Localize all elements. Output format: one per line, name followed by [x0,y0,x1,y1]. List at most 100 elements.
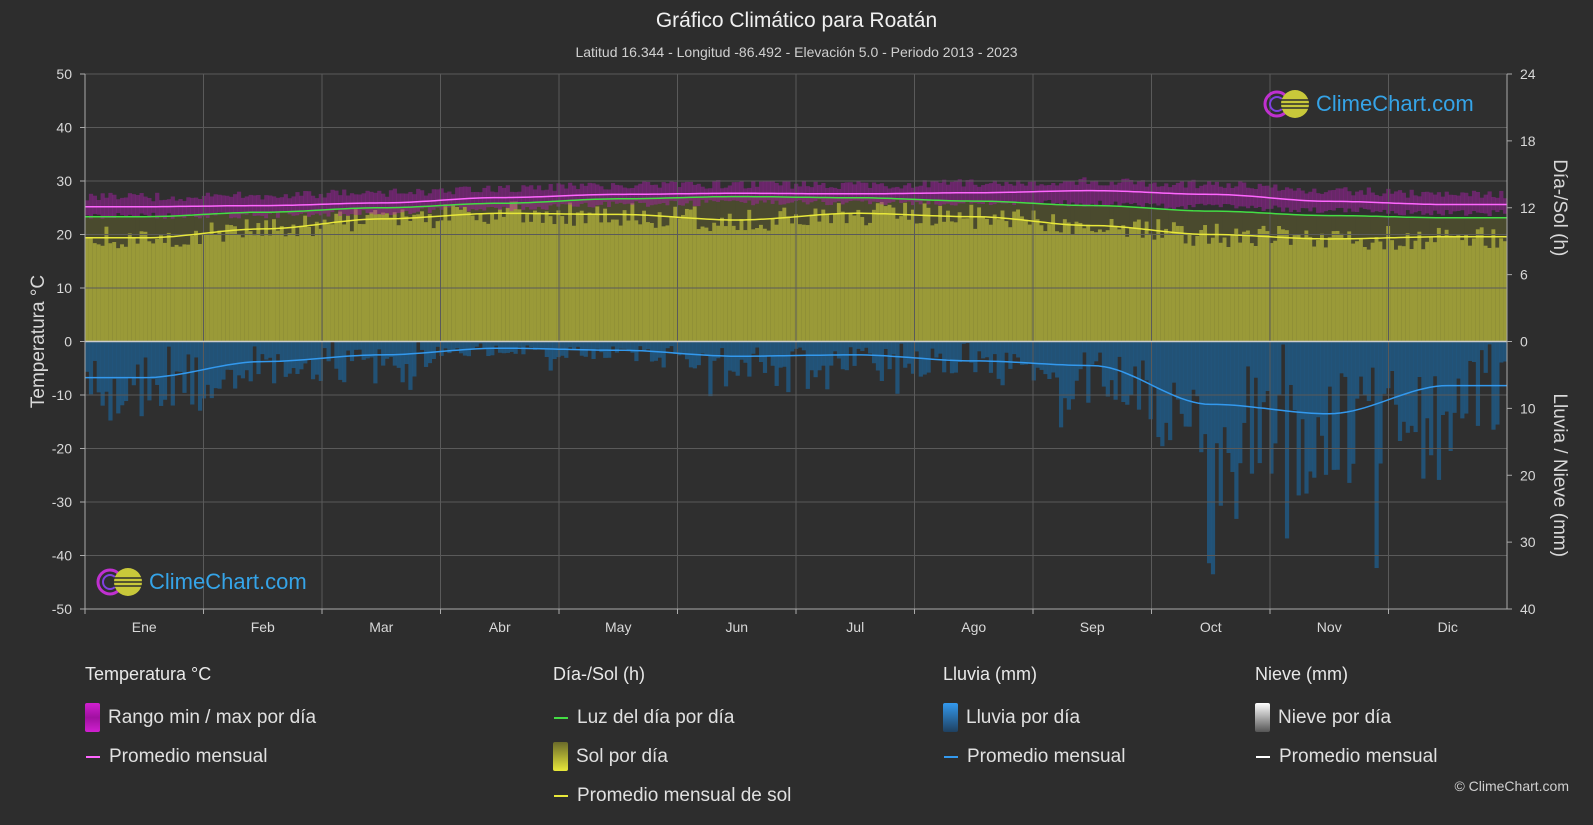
sunshine-bar [1284,230,1290,342]
sunshine-bar [92,243,97,342]
temp-range-bar [1136,181,1142,206]
rain-bar [127,341,133,378]
temp-range-bar [926,187,931,205]
sunshine-bar [291,224,296,342]
rain-bar [533,341,538,350]
sunshine-bar [1413,240,1418,342]
temp-range-bar [1479,197,1484,214]
sunshine-bar [388,217,394,342]
rain-bar [1218,341,1223,506]
sunshine-bar [1273,240,1278,342]
sunshine-bar [973,228,978,342]
sunshine-bar [443,204,448,342]
sunshine-bar [326,224,331,342]
temp-range-bar [517,191,522,205]
rain-bar [108,341,113,421]
sunshine-bar [817,221,822,342]
temp-range-bar [1409,189,1414,214]
rain-bar [275,341,281,355]
temp-range-bar [688,181,694,201]
rain-bar [104,341,109,392]
temp-range-bar [1070,180,1075,203]
sunshine-bar [303,215,308,342]
rain-bar [1058,341,1064,428]
sunshine-bar [735,230,740,342]
rain-bar [1440,341,1445,416]
temp-range-bar [1436,192,1442,214]
sunshine-bar [1191,245,1196,342]
sunshine-bar [529,221,534,342]
temp-range-bar [127,193,133,215]
sunshine-bar [984,219,990,342]
temp-range-bar [334,190,339,210]
temp-range-bar [1261,185,1266,211]
sunshine-bar [470,215,475,342]
temp-range-bar [790,188,795,203]
sunshine-bar [945,210,951,342]
temp-range-bar [229,196,234,219]
sunshine-bar [256,223,261,342]
temp-range-bar [844,182,849,203]
sunshine-bar [1012,211,1017,342]
sunshine-bar [1483,245,1488,342]
y-right-bottom-axis-title: Lluvia / Nieve (mm) [1549,393,1570,557]
rain-bar [1101,341,1107,387]
sunshine-bar [1351,243,1356,342]
rain-bar [459,341,464,354]
sunshine-bar [953,222,958,342]
temp-range-bar [942,179,947,205]
y-right-top-axis-title: Día-/Sol (h) [1549,159,1570,256]
sunshine-bar [1175,225,1181,342]
sunshine-bar [778,211,783,342]
temp-range-bar [361,193,366,211]
temp-range-bar [1230,187,1235,206]
temp-range-bar [248,194,253,213]
rain-bar [225,341,230,370]
temp-range-bar [856,181,861,201]
rain-bar [1323,341,1329,475]
sunshine-bar [700,226,705,342]
temp-range-bar [264,195,269,219]
temp-range-bar [1335,188,1340,209]
temp-range-bar [965,180,970,201]
sunshine-bar [646,222,651,342]
climate-chart: 50 40 30 20 10 0 -10 -20 -30 -40 -50 24 18 12 6 0 10 20 30… [28,66,1570,635]
rain-bar [618,341,623,349]
rain-bar [1343,341,1348,377]
temp-range-bar [275,197,281,218]
legend-label: Lluvia por día [966,706,1081,728]
sunshine-bar [1362,246,1368,342]
temp-range-bar [1331,190,1336,211]
rain-bar [1468,341,1473,361]
temp-range-bar [213,194,218,216]
sunshine-bar [497,209,503,342]
rain-bar [856,341,861,349]
rain-bar [669,341,674,347]
sunshine-bar [112,242,117,342]
temp-range-bar [384,196,390,214]
rain-bar [1479,341,1484,351]
rain-bar [100,341,105,406]
sunshine-bar [353,209,359,342]
rain-bar [1070,341,1075,400]
rain-bar [408,341,413,390]
sunshine-bar [346,215,351,342]
rain-bar [346,341,351,351]
sunshine-bar [899,216,904,342]
sunshine-bar [127,233,133,342]
legend-rain: Lluvia (mm) Lluvia por día Promedio mens… [943,664,1125,776]
sunshine-bar [1300,237,1305,342]
rain-bar [1390,341,1395,371]
rain-bar [221,341,226,380]
sunshine-bar [1277,225,1282,342]
temp-range-bar [1257,183,1262,208]
sunshine-bar [462,206,468,342]
temp-range-bar [1238,180,1243,207]
sunshine-bar [162,242,168,342]
sunshine-bar [478,214,483,342]
sunshine-bar [244,219,249,342]
temp-range-bar [490,191,495,207]
sunshine-bar [88,237,94,342]
temp-range-bar [774,182,779,201]
rain-bar [1234,341,1239,519]
